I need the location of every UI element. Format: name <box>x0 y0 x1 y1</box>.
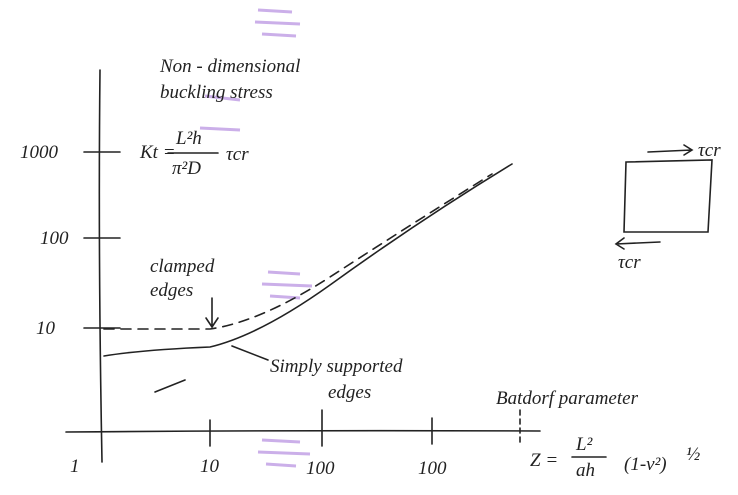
formula: Kt = <box>139 142 176 163</box>
y-axis <box>98 69 103 463</box>
x-tick-label: 1 <box>70 456 80 477</box>
x-formula: (1-ν²) <box>624 454 667 475</box>
panel-arrow-bottom <box>614 237 661 250</box>
formula: L²h <box>175 128 202 149</box>
y-tick-label: 100 <box>40 228 69 249</box>
x-formula: ah <box>576 460 595 481</box>
x-formula: Z = <box>530 450 558 471</box>
x-tick-label: 10 <box>200 456 220 477</box>
clamped-arrow <box>205 297 219 329</box>
x-formula: L² <box>575 434 593 455</box>
smudges <box>199 8 313 468</box>
x-formula: ½ <box>686 444 700 465</box>
x-tick-label: 100 <box>418 458 447 479</box>
annotation: Simply supported <box>270 356 403 377</box>
simply-supported-curve <box>103 163 513 357</box>
annotation: edges <box>150 280 193 301</box>
annotation: edges <box>328 382 371 403</box>
x-axis <box>65 429 541 433</box>
formula: π²D <box>172 158 201 179</box>
y-tick-label: 10 <box>36 318 56 339</box>
panel-label: τcr <box>618 252 641 273</box>
panel-box <box>623 159 713 233</box>
x-axis-label: Batdorf parameter <box>496 388 639 409</box>
formula: τcr <box>226 144 249 165</box>
y-tick-label: 1000 <box>20 142 59 163</box>
annotation: clamped <box>150 256 215 277</box>
stroke <box>154 379 186 393</box>
simply-pointer <box>231 345 269 361</box>
title: Non - dimensional <box>159 56 300 77</box>
x-tick-label: 100 <box>306 458 335 479</box>
title: buckling stress <box>160 82 273 103</box>
panel-arrow-top <box>647 144 694 156</box>
clamped-curve <box>103 173 493 330</box>
panel-label: τcr <box>698 140 721 161</box>
